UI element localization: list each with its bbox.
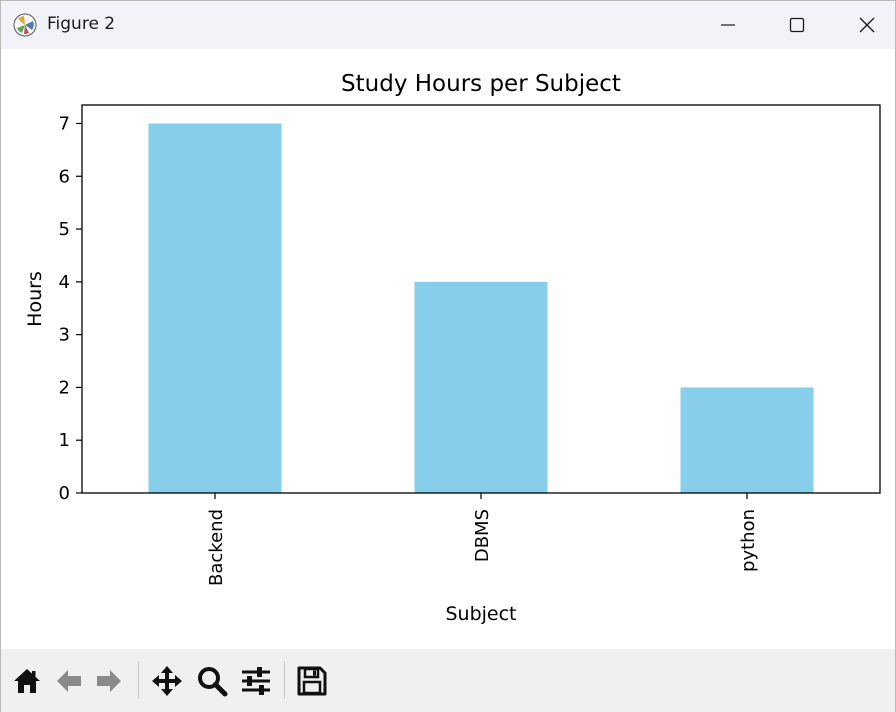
zoom-button[interactable] [194, 663, 230, 699]
forward-button[interactable] [91, 663, 127, 699]
y-tick-label: 3 [59, 325, 70, 346]
pan-button[interactable] [149, 663, 185, 699]
chart-title: Study Hours per Subject [341, 71, 621, 97]
close-icon [859, 17, 875, 33]
x-axis-label: Subject [445, 603, 516, 625]
minimize-button[interactable] [694, 1, 762, 49]
configure-subplots-button[interactable] [238, 663, 274, 699]
y-axis-ticks: 0 1 2 3 4 5 6 7 [59, 113, 82, 504]
navigation-toolbar [1, 649, 895, 712]
back-arrow-icon [57, 670, 81, 692]
x-tick-label: Backend [206, 509, 227, 586]
pan-icon [152, 666, 182, 696]
bar-dbms [414, 281, 548, 493]
x-tick-label: DBMS [472, 509, 493, 562]
title-bar[interactable]: Figure 2 [1, 1, 895, 49]
home-button[interactable] [9, 663, 45, 699]
close-button[interactable] [833, 1, 896, 49]
x-tick-label: python [738, 509, 759, 572]
bar-python [680, 387, 814, 493]
back-button[interactable] [51, 663, 87, 699]
y-tick-label: 1 [59, 430, 70, 451]
y-tick-label: 7 [59, 113, 70, 134]
y-tick-label: 0 [59, 483, 70, 504]
minimize-icon [721, 24, 735, 26]
bar-chart: Study Hours per Subject 0 1 2 3 4 5 6 7 Backend… [24, 71, 881, 625]
x-axis-ticks: Backend DBMS python [206, 493, 759, 586]
y-axis-label: Hours [24, 271, 46, 327]
bar-backend [148, 123, 282, 493]
configure-subplots-icon [242, 667, 270, 695]
y-tick-label: 5 [59, 219, 70, 240]
forward-arrow-icon [97, 670, 121, 692]
home-icon [14, 669, 40, 693]
maximize-button[interactable] [763, 1, 831, 49]
plot-frame [81, 104, 881, 494]
maximize-icon [789, 17, 805, 33]
figure-canvas[interactable]: Study Hours per Subject 0 1 2 3 4 5 6 7 Backend… [1, 49, 895, 649]
window-title: Figure 2 [47, 14, 116, 34]
y-tick-label: 6 [59, 166, 70, 187]
save-button[interactable] [294, 663, 330, 699]
toolbar-separator [284, 661, 285, 699]
zoom-icon [198, 667, 228, 697]
matplotlib-logo-icon [13, 13, 37, 37]
bars-group [148, 123, 814, 493]
y-tick-label: 4 [59, 272, 70, 293]
toolbar-separator [138, 661, 139, 699]
save-icon [297, 666, 327, 696]
y-tick-label: 2 [59, 377, 70, 398]
